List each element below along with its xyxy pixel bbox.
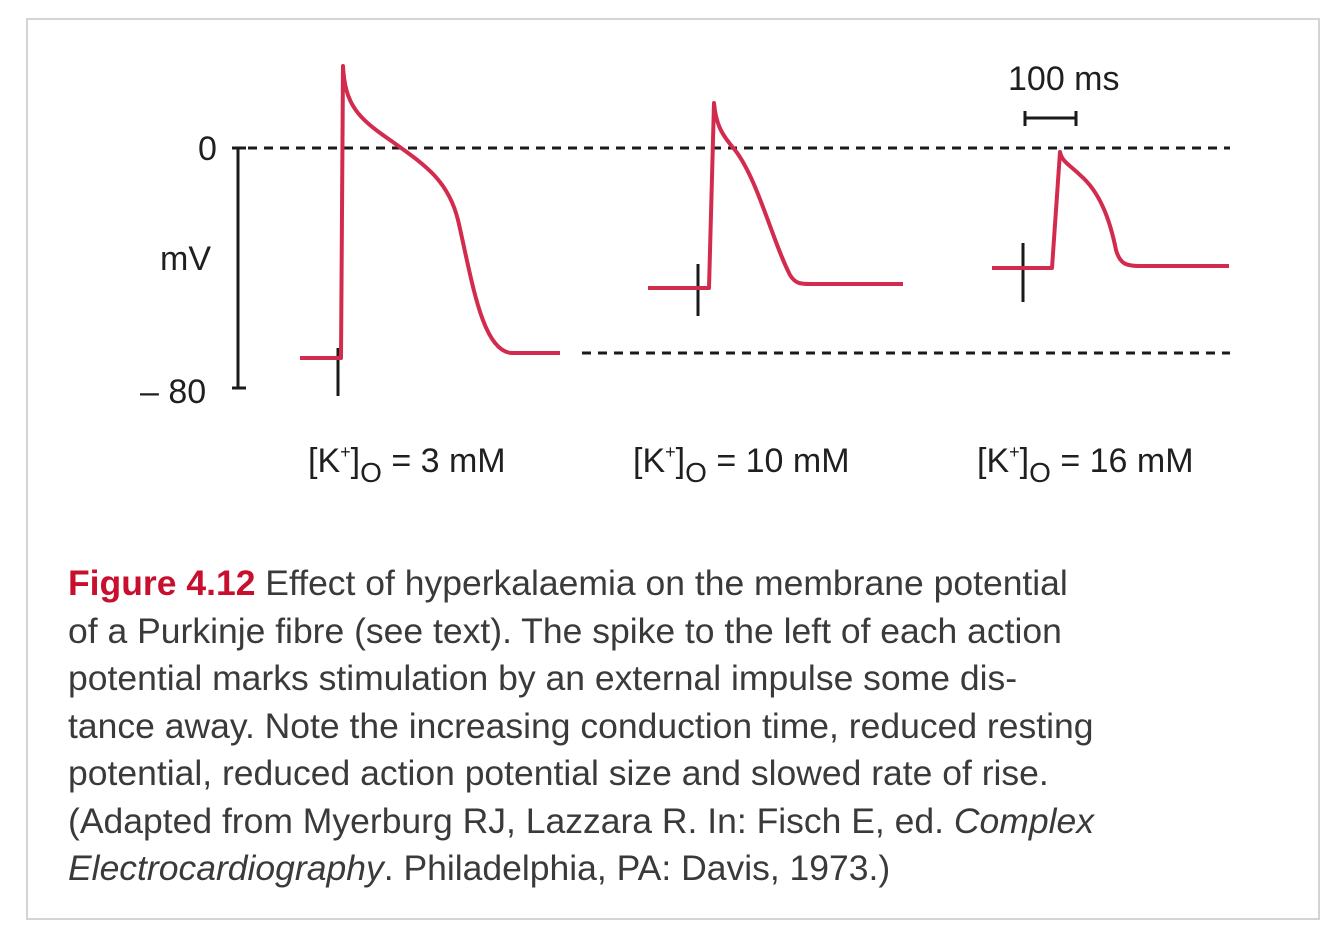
y-axis-label: mV — [160, 240, 211, 278]
figure-caption: Figure 4.12 Effect of hyperkalaemia on t… — [68, 560, 1268, 893]
y-tick-label-minus80: – 80 — [140, 373, 207, 411]
trace-16mM — [992, 150, 1229, 270]
trace-10mM — [648, 101, 903, 290]
figure-frame — [26, 18, 1320, 920]
caption-line-7: Electrocardiography. Philadelphia, PA: D… — [68, 848, 891, 888]
scale-bar-label: 100 ms — [1008, 60, 1120, 98]
figure-number: Figure 4.12 — [68, 563, 256, 603]
caption-line-1: Figure 4.12 Effect of hyperkalaemia on t… — [68, 563, 1068, 603]
caption-line-3: potential marks stimulation by an extern… — [68, 658, 1018, 698]
caption-line-5: potential, reduced action potential size… — [68, 753, 1049, 793]
caption-line-2: of a Purkinje fibre (see text). The spik… — [68, 610, 1062, 651]
concentration-label-16mM: [K+]O = 16 mM — [977, 442, 1194, 488]
caption-line-6: (Adapted from Myerburg RJ, Lazzara R. In… — [68, 800, 1094, 841]
caption-line-4: tance away. Note the increasing conducti… — [68, 705, 1094, 746]
trace-3mM — [300, 64, 560, 360]
y-tick-label-zero: 0 — [198, 130, 217, 168]
concentration-label-10mM: [K+]O = 10 mM — [633, 442, 850, 488]
concentration-label-3mM: [K+]O = 3 mM — [308, 442, 506, 488]
